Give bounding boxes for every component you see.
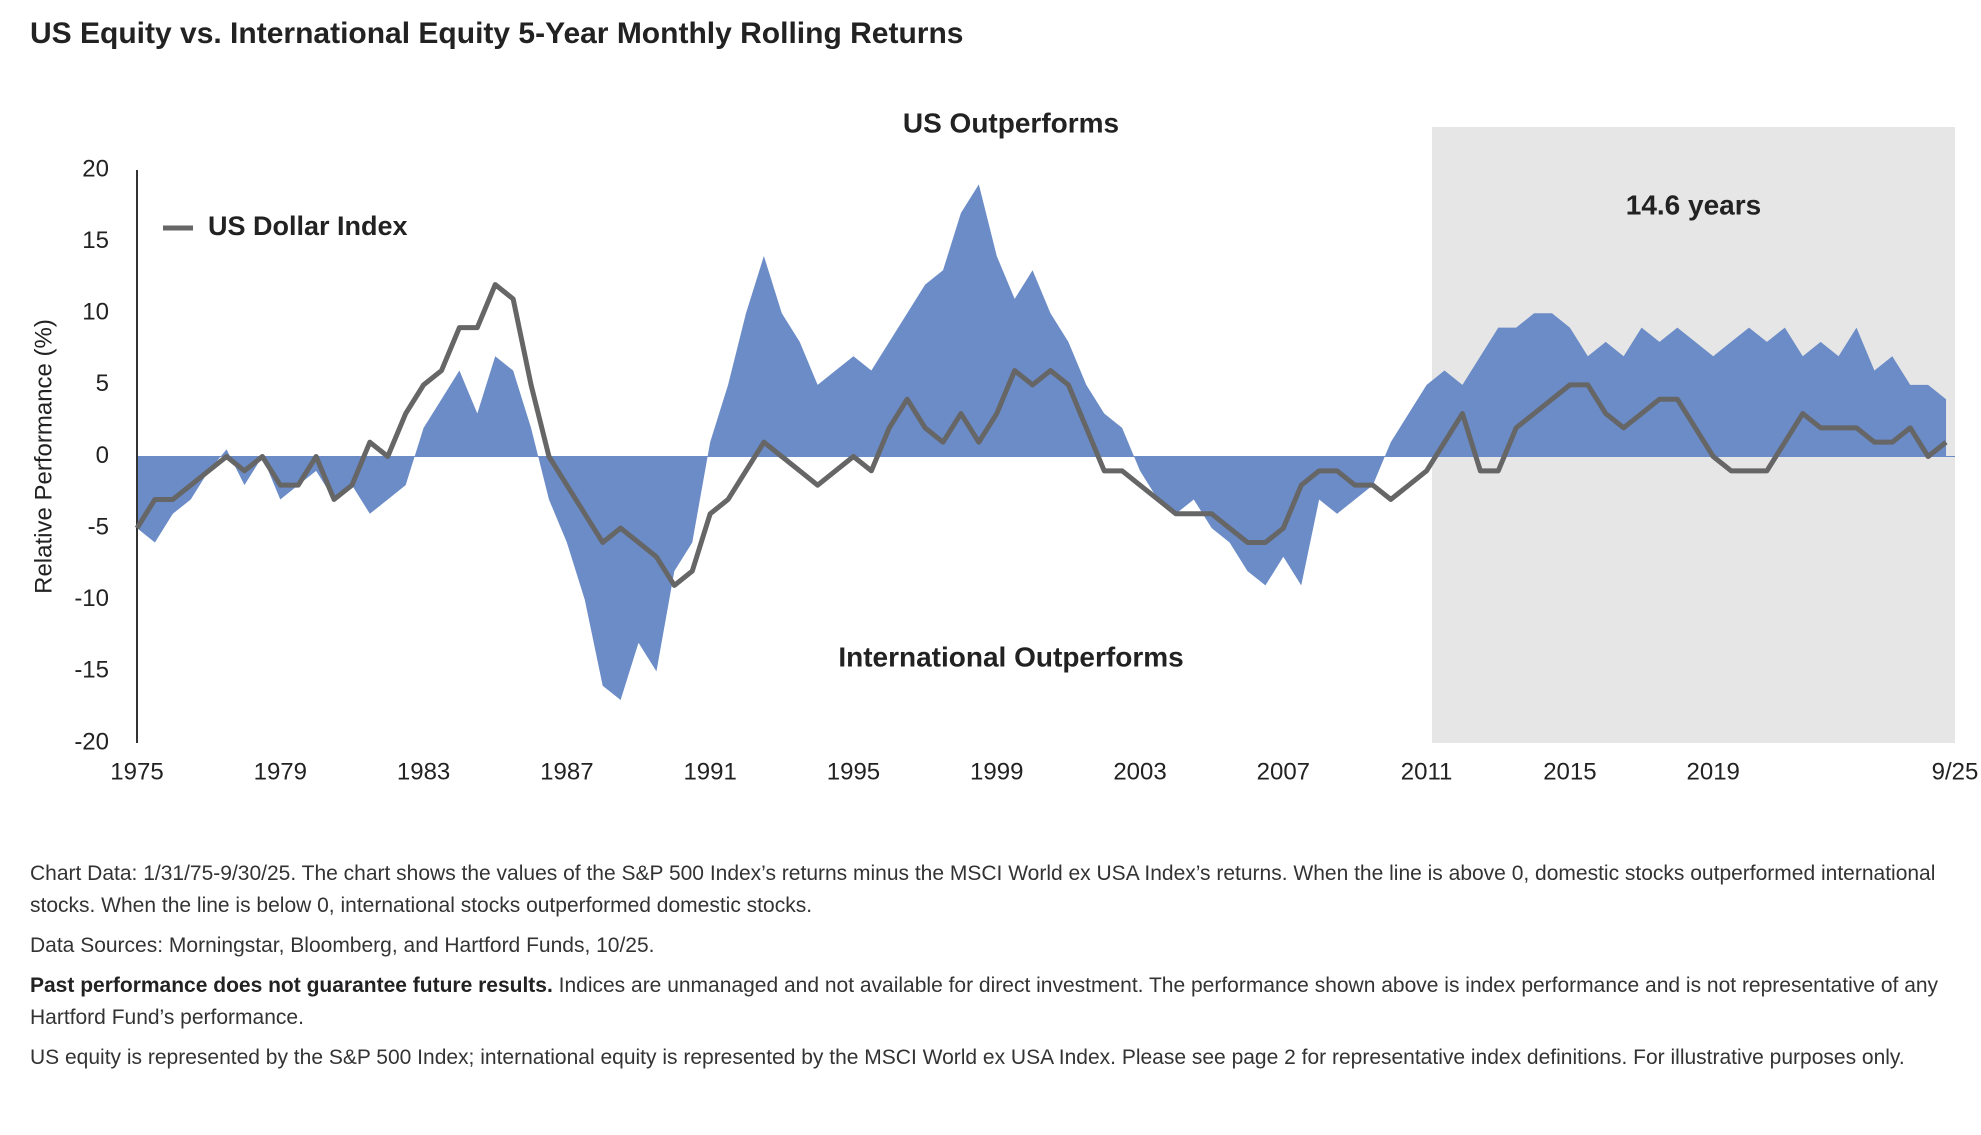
notes: Chart Data: 1/31/75-9/30/25. The chart s… [30,858,1955,1082]
y-tick-label: 10 [82,299,109,326]
y-tick-label: 5 [96,370,109,397]
annotation: International Outperforms [838,641,1183,672]
highlight-label: 14.6 years [1626,189,1761,220]
y-tick-label: 20 [82,155,109,182]
x-tick-label: 1983 [397,758,450,785]
y-tick-label: -15 [74,657,109,684]
x-tick-label: 1991 [683,758,736,785]
y-tick-label: 0 [96,442,109,469]
chart: US Equity vs. International Equity 5-Yea… [30,17,1979,785]
y-tick-label: -20 [74,728,109,755]
x-tick-label: 1999 [970,758,1023,785]
x-tick-label: 2011 [1401,758,1453,785]
x-tick-label: 2003 [1113,758,1166,785]
x-tick-label: 1995 [827,758,880,785]
note: Chart Data: 1/31/75-9/30/25. The chart s… [30,862,1936,917]
y-tick-label: 15 [82,227,109,254]
x-tick-label: 1979 [254,758,307,785]
x-tick-label: 2007 [1257,758,1310,785]
legend-label: US Dollar Index [208,211,408,241]
x-tick-label: 1987 [540,758,593,785]
note: Data Sources: Morningstar, Bloomberg, an… [30,934,655,957]
note: US equity is represented by the S&P 500 … [30,1046,1905,1069]
area [137,184,1947,701]
x-tick-label: 9/25 [1932,758,1979,785]
y-axis-label: Relative Performance (%) [30,319,57,594]
y-tick-label: -10 [74,585,109,612]
y-tick-label: -5 [88,513,109,540]
annotation: US Outperforms [903,107,1119,138]
x-tick-label: 2019 [1687,758,1740,785]
x-tick-label: 2015 [1543,758,1596,785]
chart-title: US Equity vs. International Equity 5-Yea… [30,17,963,50]
note: Past performance does not guarantee futu… [30,970,1955,1034]
note-bold: Past performance does not guarantee futu… [30,974,553,997]
x-tick-label: 1975 [110,758,163,785]
note: Indices are unmanaged and not available … [30,974,1939,1029]
line [134,282,1948,588]
